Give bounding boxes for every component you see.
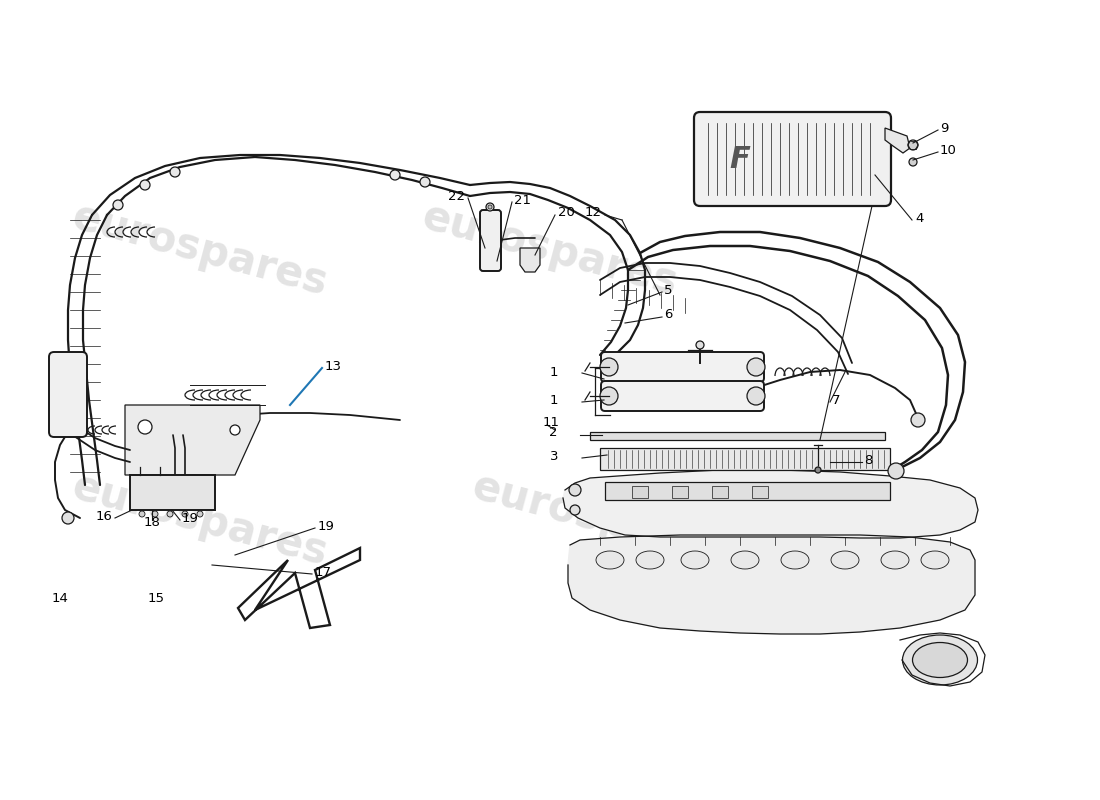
FancyBboxPatch shape	[601, 352, 764, 382]
Text: 11: 11	[543, 415, 560, 429]
Polygon shape	[886, 128, 910, 153]
Bar	[130, 475, 214, 510]
Text: 5: 5	[664, 283, 672, 297]
Text: 3: 3	[550, 450, 558, 463]
Polygon shape	[520, 248, 540, 272]
Text: 15: 15	[148, 591, 165, 605]
Text: 7: 7	[832, 394, 840, 406]
Bar	[600, 448, 890, 470]
Text: 10: 10	[940, 143, 957, 157]
Circle shape	[908, 140, 918, 150]
Circle shape	[230, 425, 240, 435]
Circle shape	[570, 505, 580, 515]
Text: 16: 16	[95, 510, 112, 522]
Circle shape	[113, 200, 123, 210]
Polygon shape	[563, 470, 978, 538]
Bar	[752, 486, 768, 498]
Circle shape	[815, 467, 821, 473]
Bar	[632, 486, 648, 498]
Text: 12: 12	[585, 206, 602, 219]
Circle shape	[170, 167, 180, 177]
Ellipse shape	[732, 551, 759, 569]
Circle shape	[911, 413, 925, 427]
Circle shape	[420, 177, 430, 187]
Text: 19: 19	[318, 519, 334, 533]
Text: 21: 21	[514, 194, 531, 206]
Ellipse shape	[596, 551, 624, 569]
Text: 17: 17	[315, 566, 332, 578]
Ellipse shape	[830, 551, 859, 569]
Text: F: F	[729, 145, 750, 174]
Bar	[712, 486, 728, 498]
Text: eurospares: eurospares	[67, 196, 332, 304]
Circle shape	[888, 463, 904, 479]
Text: 13: 13	[324, 359, 342, 373]
FancyBboxPatch shape	[694, 112, 891, 206]
Text: 1: 1	[550, 366, 558, 378]
Circle shape	[488, 205, 492, 209]
FancyBboxPatch shape	[480, 210, 501, 271]
Bar	[590, 432, 886, 440]
Ellipse shape	[881, 551, 909, 569]
Text: 1: 1	[550, 394, 558, 406]
Circle shape	[139, 511, 145, 517]
Text: 9: 9	[940, 122, 948, 134]
Text: 8: 8	[864, 454, 872, 466]
Circle shape	[600, 387, 618, 405]
Text: 20: 20	[558, 206, 575, 219]
FancyBboxPatch shape	[50, 352, 87, 437]
Circle shape	[182, 511, 188, 517]
Circle shape	[152, 511, 158, 517]
Circle shape	[138, 420, 152, 434]
Text: 2: 2	[550, 426, 558, 439]
Text: eurospares: eurospares	[418, 196, 682, 304]
Text: 22: 22	[448, 190, 465, 202]
FancyBboxPatch shape	[601, 381, 764, 411]
Text: eurospares: eurospares	[468, 466, 733, 574]
Text: 14: 14	[52, 591, 69, 605]
Ellipse shape	[681, 551, 710, 569]
Bar	[672, 486, 688, 498]
Circle shape	[747, 358, 764, 376]
Text: 4: 4	[915, 211, 923, 225]
Polygon shape	[125, 405, 260, 475]
Bar	[605, 482, 890, 500]
Polygon shape	[238, 548, 360, 628]
Circle shape	[390, 170, 400, 180]
Ellipse shape	[636, 551, 664, 569]
Ellipse shape	[781, 551, 808, 569]
Circle shape	[62, 512, 74, 524]
Text: 19: 19	[182, 511, 199, 525]
Ellipse shape	[913, 642, 968, 678]
Circle shape	[696, 341, 704, 349]
Text: eurospares: eurospares	[67, 466, 332, 574]
Circle shape	[140, 180, 150, 190]
Circle shape	[600, 358, 618, 376]
Ellipse shape	[921, 551, 949, 569]
Polygon shape	[568, 535, 975, 634]
Circle shape	[747, 387, 764, 405]
Circle shape	[569, 484, 581, 496]
Circle shape	[167, 511, 173, 517]
Circle shape	[486, 203, 494, 211]
Circle shape	[197, 511, 204, 517]
Ellipse shape	[902, 635, 978, 685]
Circle shape	[909, 158, 917, 166]
Text: 6: 6	[664, 309, 672, 322]
Text: 18: 18	[144, 515, 161, 529]
